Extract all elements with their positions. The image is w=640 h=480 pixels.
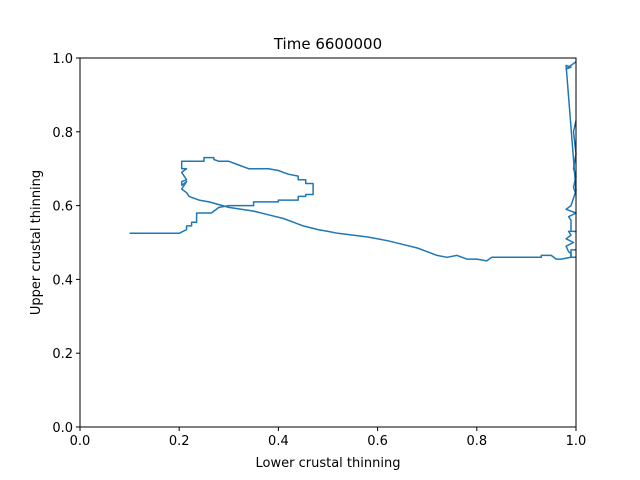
x-tick-label: 0.6	[367, 434, 388, 449]
x-axis: 0.0 0.2 0.4 0.6 0.8 1.0	[70, 427, 587, 449]
plot-frame	[79, 57, 577, 428]
y-tick-label: 1.0	[52, 52, 73, 67]
x-tick-label: 0.8	[466, 434, 487, 449]
plot-lines	[129, 61, 577, 262]
y-tick-label: 0.8	[52, 126, 73, 141]
series-line-2	[565, 61, 577, 259]
x-tick-label: 0.4	[268, 434, 289, 449]
series-line-3	[572, 120, 577, 195]
chart-title: Time 6600000	[273, 35, 382, 53]
y-tick-label: 0.4	[52, 273, 73, 288]
x-tick-label: 0.2	[169, 434, 190, 449]
y-tick-label: 0.0	[52, 421, 73, 436]
y-axis-label: Upper crustal thinning	[29, 170, 44, 315]
series-line-1	[129, 156, 576, 262]
y-tick-label: 0.2	[52, 347, 73, 362]
x-tick-label: 0.0	[70, 434, 91, 449]
x-axis-label: Lower crustal thinning	[256, 456, 401, 471]
y-tick-label: 0.6	[52, 200, 73, 215]
x-tick-label: 1.0	[566, 434, 587, 449]
y-axis: 0.0 0.2 0.4 0.6 0.8 1.0	[52, 52, 80, 436]
